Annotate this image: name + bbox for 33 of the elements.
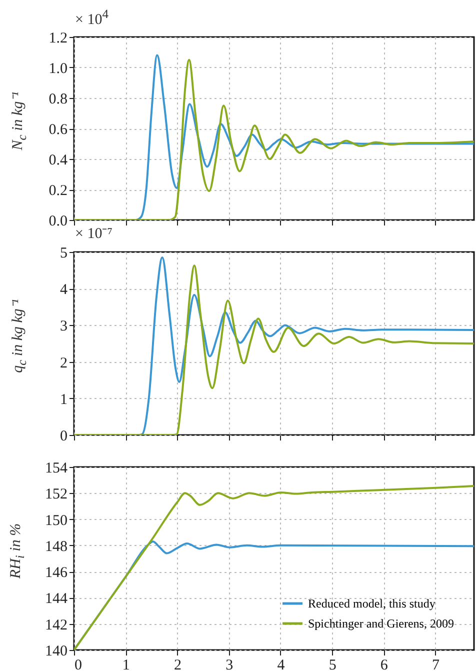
y-tick-label: 1.2 [48,30,68,46]
y-tick-label: 146 [45,565,68,582]
y-tick-label: 0.0 [48,214,68,230]
y-tick-label: 144 [45,591,68,608]
x-tick-label: 1 [122,658,130,671]
y-tick-label: 148 [45,538,68,555]
y-tick-label: 142 [45,617,68,634]
y-tick-label: 1.0 [48,61,68,77]
text: × 10⁻⁷ [75,225,112,243]
y-tick-label: 0.8 [48,92,68,108]
x-tick-label: 2 [174,658,182,671]
x-tick-label: 5 [328,658,336,671]
y-tick-label: 0.2 [48,183,68,199]
y-tick-label: 140 [45,644,68,660]
x-tick-label: 4 [277,658,286,671]
y-tick-label: 0 [60,428,68,444]
x-tick-label: 7 [432,658,440,671]
y-tick-label: 3 [60,318,68,335]
y-tick-label: 4 [60,282,68,298]
y-tick-label: 1 [60,392,68,408]
text: × 10$^{4}$ [75,7,108,29]
legend-label: Reduced model, this study [308,596,436,610]
x-tick-label: 0 [74,658,82,671]
y-tick-label: 2 [60,355,68,372]
x-tick-label: 6 [380,658,388,671]
y-tick-label: 0.4 [48,152,68,168]
y-tick-label: 150 [45,512,68,529]
y-tick-label: 5 [60,246,68,262]
y-tick-label: 0.6 [48,122,68,138]
x-tick-label: 3 [226,658,234,671]
y-tick-label: 154 [45,460,68,476]
y-tick-label: 152 [45,486,68,503]
legend-label: Spichtinger and Gierens, 2009 [308,616,454,630]
